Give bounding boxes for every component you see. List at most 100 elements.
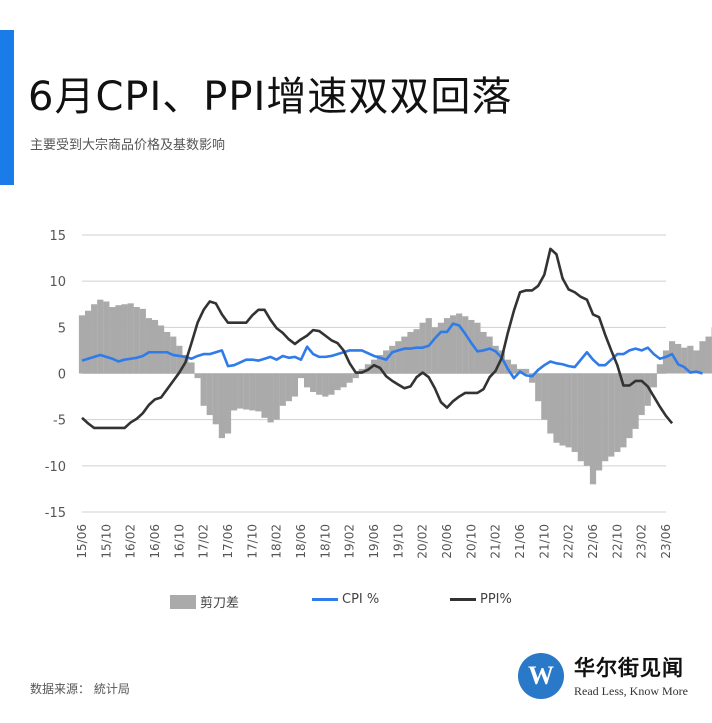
bar-gap [389,345,396,374]
bar-gap [224,373,232,434]
bar-gap [571,373,578,452]
bar-gap [261,373,268,418]
bar-gap [297,373,305,379]
bar-gap [212,373,219,425]
bar-gap [383,350,390,374]
logo-name: 华尔街见闻 [574,656,684,680]
bar-gap [103,301,110,374]
x-tick-label: 21/06 [513,524,527,559]
bar-gap [91,304,98,374]
bar-gap [243,373,250,410]
x-tick-label: 19/10 [391,524,405,559]
x-tick-label: 19/06 [367,524,381,559]
bar-gap [553,373,560,443]
legend-label-ppi: PPI% [480,592,512,607]
chart: 15 10 5 0 -5 -10 -15 15/06 15/10 16/02 16/06 16/10 1… [45,229,712,559]
bar-gap [139,308,146,374]
x-tick-label: 20/10 [464,524,478,559]
bar-gap [121,304,128,374]
x-tick-label: 16/06 [148,524,162,559]
bar-gap [322,373,329,397]
bar-gap [687,345,694,374]
bar-gap [334,373,341,391]
bar-gap [443,318,451,374]
legend-item-cpi: CPI % [312,592,379,607]
x-tick-label: 19/02 [343,524,357,559]
bar-gap [188,362,195,374]
bar-gap [328,373,335,395]
legend-label-gap: 剪刀差 [200,596,240,611]
bar-gap [151,319,159,374]
bar-gap [468,319,475,374]
source-note: 数据来源： 統计局 [30,682,130,696]
bar-gap [675,343,682,374]
bar-gap [237,373,244,409]
bar-gap [316,373,323,395]
page-subtitle: 主要受到大宗商品价格及基数影响 [30,138,226,153]
accent-bar [0,30,14,185]
bar-gap [589,373,597,485]
bar-gap [145,318,153,374]
x-tick-label: 17/10 [245,524,259,559]
bar-gap [194,373,201,379]
logo-tagline: Read Less, Know More [574,684,688,698]
bar-gap [681,347,688,374]
bar-gap [644,373,651,406]
y-tick-label: 15 [49,229,66,244]
legend-swatch-gap [170,594,196,609]
legend-item-ppi: PPI% [450,592,512,607]
bar-gap [206,373,213,416]
x-tick-label: 21/10 [537,524,551,559]
x-tick-label: 15/10 [99,524,113,559]
brand-logo: W 华尔街见闻 Read Less, Know More [518,652,688,699]
bar-gap [699,341,706,374]
bar-gap [595,373,603,471]
bar-gap [218,373,226,439]
page-title: 6月CPI、PPI增速双双回落 [28,74,513,120]
x-tick-label: 20/06 [440,524,454,559]
bar-gap [650,373,657,388]
bar-gap [279,373,286,406]
bar-gap [340,373,347,388]
logo-mark-icon: W [518,652,564,699]
bar-gap [395,341,402,374]
bar-gap [115,305,122,374]
bar-gap [529,373,536,383]
line-ppi [81,247,674,430]
bar-gap [456,313,463,374]
bar-gap [662,350,670,374]
bar-gap [462,316,469,374]
x-tick-label: 22/06 [586,524,600,559]
bar-gap [620,373,627,448]
bar-gap [84,310,92,374]
bar-gap [352,373,359,379]
bar-gap [474,322,481,374]
bar-gap [486,336,493,374]
bar-gap [157,325,165,374]
x-tick-label: 17/02 [197,524,211,559]
bar-gap [705,336,712,374]
bar-gap [230,373,238,411]
bar-gap [267,373,274,423]
x-tick-label: 18/06 [294,524,308,559]
x-tick-label: 23/06 [659,524,673,559]
bar-gap [565,373,572,448]
bar-gap [255,373,262,412]
bar-gap [109,307,116,374]
bar-gap [498,350,505,374]
legend-item-gap: 剪刀差 [170,592,239,611]
bar-gap [656,364,664,374]
y-tick-label: -10 [45,460,66,475]
y-tick-label: -15 [45,506,66,521]
bar-gap [291,373,299,397]
bar-gap [97,299,104,374]
x-tick-label: 17/06 [221,524,235,559]
x-tick-label: 18/02 [270,524,284,559]
x-tick-label: 22/02 [562,524,576,559]
line-cpi [81,322,703,380]
bar-gap [626,373,633,439]
bar-gap [176,345,183,374]
bar-gap [310,373,317,392]
bar-gap [492,345,499,374]
bar-gap [632,373,639,429]
